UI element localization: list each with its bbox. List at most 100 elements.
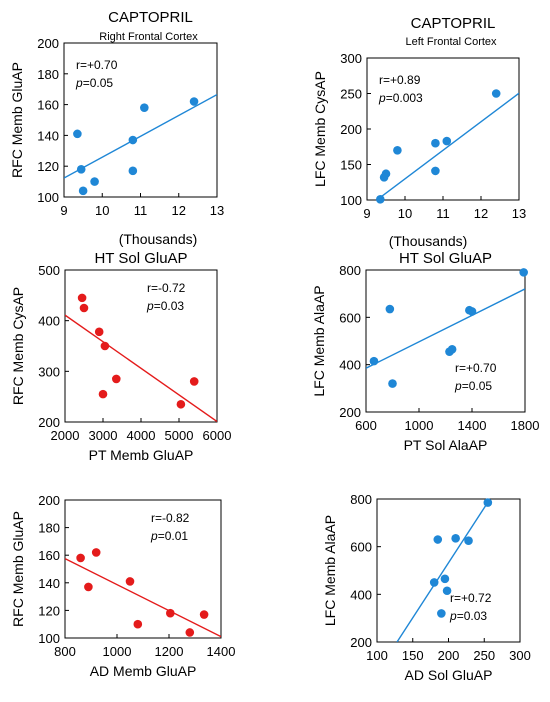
stat-p-symbol: p: [378, 91, 386, 105]
y-tick-label: 100: [38, 631, 60, 646]
trendline: [396, 499, 491, 642]
data-point: [385, 304, 395, 314]
data-point: [98, 389, 108, 399]
data-point: [447, 344, 457, 354]
data-point: [140, 103, 149, 112]
x-tick-label: 800: [54, 644, 76, 659]
data-point: [393, 146, 402, 155]
x-tick-label: 13: [512, 206, 526, 221]
trendline: [379, 92, 519, 198]
trendline: [65, 314, 217, 422]
data-point: [433, 535, 443, 544]
y-axis-label: LFC Memb AlaAP: [322, 515, 338, 626]
y-axis-label: RFC Memb GluAP: [9, 62, 25, 178]
data-point: [429, 578, 439, 587]
scatter-panel-1: 9 10 11 12 13 100 120 140 160 180 200 r=+0.70 p=0.05…: [9, 9, 224, 247]
stat-r: r=-0.72: [147, 281, 186, 295]
data-point: [91, 548, 101, 557]
data-point: [189, 377, 199, 386]
y-tick-label: 150: [340, 158, 362, 173]
data-point: [100, 341, 110, 351]
y-tick-label: 200: [37, 36, 59, 51]
y-tick-label: 200: [38, 415, 60, 430]
x-tick-label: 9: [363, 206, 370, 221]
data-point: [128, 166, 138, 176]
data-point: [199, 610, 209, 619]
x-tick-label: 1000: [103, 644, 132, 659]
data-point: [440, 574, 450, 584]
stat-r: r=+0.72: [450, 591, 492, 605]
data-point: [76, 553, 85, 563]
chart-title: HT Sol GluAP: [94, 250, 187, 267]
data-point: [464, 536, 473, 546]
x-tick-label: 250: [473, 648, 495, 663]
y-tick-label: 120: [38, 603, 60, 618]
y-tick-label: 500: [38, 263, 60, 278]
x-tick-label: 3000: [89, 428, 118, 443]
x-tick-label: 10: [398, 206, 412, 221]
data-point: [166, 608, 175, 618]
stat-r: r=+0.70: [455, 361, 497, 375]
y-tick-label: 300: [340, 51, 362, 66]
data-point: [483, 498, 493, 507]
y-axis-label: RFC Memb CysAP: [10, 287, 26, 405]
stat-r: r=-0.82: [151, 511, 190, 525]
stat-p-symbol: p: [449, 609, 457, 623]
x-tick-label: 1400: [458, 418, 487, 433]
data-point: [437, 609, 446, 618]
x-tick-label: 11: [436, 206, 450, 221]
data-point: [467, 307, 477, 316]
stat-p-symbol: p: [75, 76, 83, 90]
y-tick-label: 300: [38, 364, 60, 379]
chart-title: CAPTOPRIL: [411, 15, 496, 32]
y-tick-label: 200: [350, 635, 372, 650]
chart-subtitle: Right Frontal Cortex: [99, 31, 198, 43]
data-point: [431, 138, 440, 148]
y-tick-label: 140: [37, 128, 59, 143]
y-tick-label: 200: [339, 405, 361, 420]
plot-frame: [376, 498, 521, 643]
x-tick-label: 100: [366, 648, 388, 663]
scatter-panel-3: 2000 3000 4000 5000 6000 200 300 400 500 r=-0.72 p…: [10, 250, 231, 463]
data-point: [125, 577, 135, 586]
stat-p: p=0.03: [146, 299, 184, 313]
data-point: [76, 164, 86, 174]
scatter-panel-6: 100 150 200 250 300 200 400 600 800 r=+0.72 p=0.03…: [322, 492, 531, 683]
scatter-panel-2: 9 10 11 12 13 100 150 200 250 300 r=+0.89 p=0.003 CA…: [312, 15, 526, 249]
y-tick-label: 100: [37, 190, 59, 205]
x-tick-label: 10: [95, 203, 109, 218]
data-point: [90, 177, 99, 186]
x-tick-label: 200: [438, 648, 460, 663]
x-tick-label: 4000: [127, 428, 156, 443]
y-tick-label: 200: [38, 493, 60, 508]
data-point: [128, 135, 138, 145]
data-point: [176, 399, 186, 409]
stat-p-symbol: p: [150, 529, 158, 543]
x-tick-label: 9: [60, 203, 67, 218]
trendline: [64, 93, 217, 179]
x-axis-label: AD Sol GluAP: [405, 667, 493, 683]
data-point: [189, 97, 199, 106]
plot-frame: [365, 269, 526, 413]
trendline: [65, 558, 221, 638]
y-tick-label: 600: [339, 310, 361, 325]
stat-p: p=0.003: [378, 91, 423, 105]
trendline: [366, 288, 525, 369]
y-axis-label: RFC Memb GluAP: [10, 511, 26, 627]
y-tick-label: 160: [38, 548, 60, 563]
stat-p-symbol: p: [146, 299, 154, 313]
y-tick-label: 180: [38, 521, 60, 536]
x-tick-label: 1200: [155, 644, 184, 659]
plot-frame: [64, 499, 222, 639]
x-tick-label: 11: [134, 203, 148, 218]
stat-p: p=0.03: [449, 609, 487, 623]
stat-r: r=+0.70: [76, 58, 118, 72]
y-tick-label: 800: [339, 263, 361, 278]
stat-p-symbol: p: [454, 379, 462, 393]
y-tick-label: 400: [38, 314, 60, 329]
stat-p: p=0.05: [454, 379, 492, 393]
data-point: [112, 374, 121, 384]
x-axis-label: (Thousands): [119, 231, 198, 247]
data-point: [431, 166, 440, 176]
y-axis-label: LFC Memb CysAP: [312, 71, 328, 187]
